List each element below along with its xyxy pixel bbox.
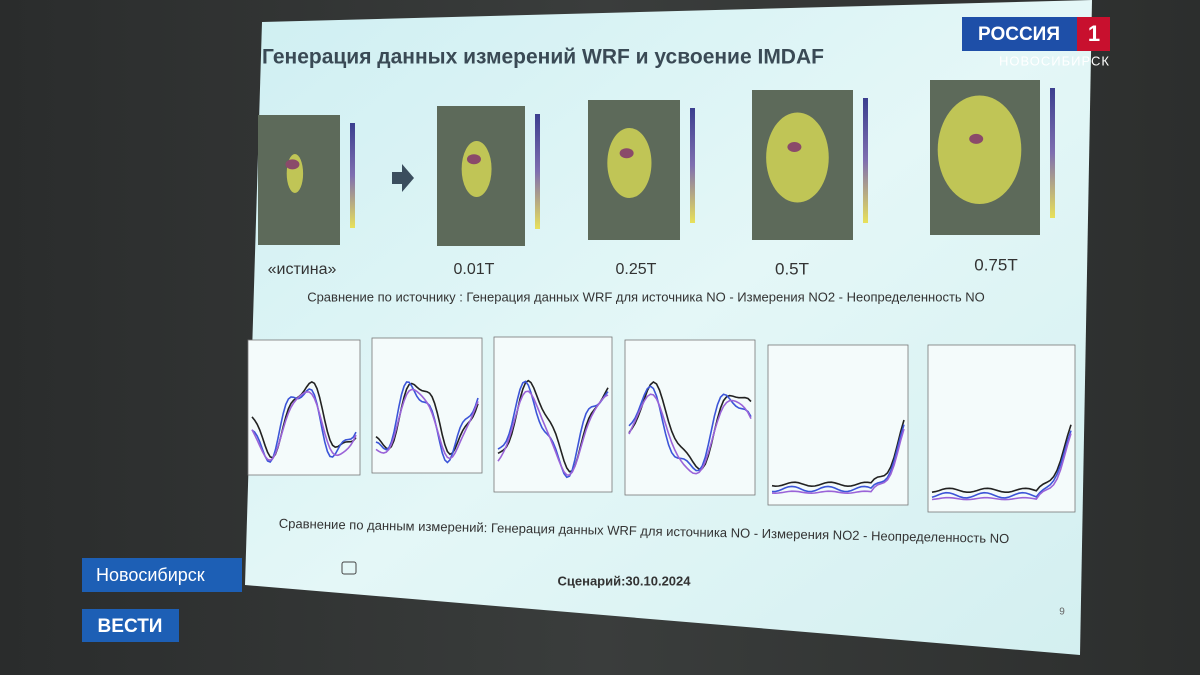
- mini-plot: [371, 337, 483, 474]
- map-label: 0.25T: [616, 261, 657, 278]
- map-label: 0.01T: [454, 261, 495, 278]
- logo-box: [962, 17, 1077, 51]
- mini-plot: [493, 336, 613, 493]
- colorbar: [1050, 88, 1055, 218]
- mini-line: [251, 388, 357, 463]
- map-hotspot: [787, 142, 802, 152]
- page-number: 9: [1059, 607, 1065, 618]
- map-hotspot: [619, 148, 634, 159]
- mini-line: [375, 382, 479, 456]
- map-plume: [937, 95, 1022, 204]
- camera-icon: [341, 561, 357, 575]
- channel-name: РОССИЯ: [978, 24, 1060, 45]
- mini-plot: [247, 339, 361, 476]
- mini-line: [931, 430, 1072, 499]
- region: НОВОСИБИРСК: [999, 53, 1110, 68]
- program: ВЕСТИ: [98, 616, 163, 637]
- program-plate: [82, 609, 179, 642]
- location: Новосибирск: [96, 565, 205, 585]
- map-hotspot: [969, 133, 984, 144]
- scenario: Сценарий:30.10.2024: [557, 573, 691, 588]
- map-plume: [461, 141, 492, 197]
- mini-line: [375, 388, 479, 460]
- logo-box: [1077, 17, 1110, 51]
- location-plate: [82, 558, 242, 592]
- chart-row: [247, 336, 1076, 513]
- colorbar: [535, 114, 540, 229]
- map-hotspot: [466, 154, 481, 165]
- map-label: 0.5T: [775, 259, 809, 278]
- colorbar: [690, 108, 695, 223]
- map-label: 0.75T: [974, 255, 1017, 274]
- mini-line: [772, 424, 905, 493]
- mini-line: [771, 419, 905, 488]
- map-row: [258, 80, 1055, 246]
- map-label: «истина»: [268, 261, 337, 278]
- colorbar: [350, 123, 355, 228]
- arrow-icon: [392, 164, 414, 192]
- map-plume: [607, 128, 652, 198]
- mini-line: [251, 391, 357, 462]
- channel-number: 1: [1088, 21, 1100, 46]
- map-plume: [766, 112, 829, 203]
- colorbar: [863, 98, 868, 223]
- map-hotspot: [285, 159, 300, 170]
- mini-line: [931, 433, 1072, 501]
- caption: Сравнение по источнику : Генерация данны…: [307, 289, 985, 304]
- mini-line: [628, 393, 752, 475]
- mini-line: [497, 380, 609, 479]
- mini-plot: [624, 339, 756, 496]
- mini-line: [771, 428, 905, 495]
- mini-line: [251, 380, 357, 459]
- mini-plot: [767, 344, 909, 506]
- mini-plot: [927, 344, 1076, 513]
- channel-logo: РОССИЯ 1 НОВОСИБИРСК: [962, 17, 1110, 68]
- mini-line: [931, 424, 1072, 493]
- slide-title: Генерация данных измерений WRF и усвоени…: [262, 46, 824, 69]
- mini-line: [497, 390, 609, 476]
